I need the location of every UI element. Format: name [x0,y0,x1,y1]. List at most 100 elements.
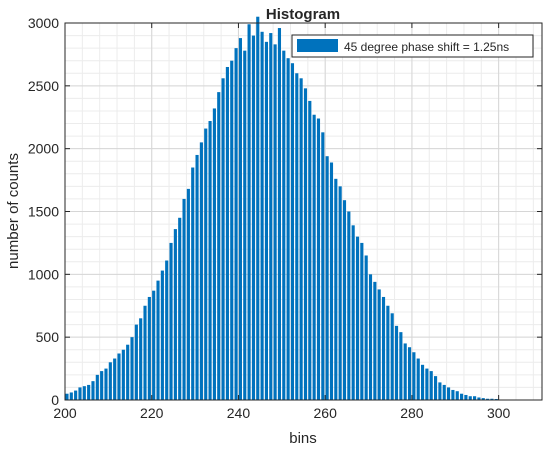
histogram-bar [381,296,386,400]
histogram-bar [455,391,459,400]
histogram-bar [360,242,364,400]
histogram-bar [477,397,481,400]
y-axis-label: number of counts [5,153,22,269]
histogram-bar [74,390,78,400]
histogram-bar [169,242,173,400]
histogram-bar [178,217,182,400]
histogram-bar [451,389,455,400]
histogram-bar [152,290,156,400]
histogram-bar [364,255,368,400]
histogram-bar [104,368,108,400]
histogram-bar [351,225,355,400]
histogram-bar [490,398,494,400]
histogram-bar [286,58,290,400]
x-tick-label: 300 [487,405,511,421]
y-tick-label: 2000 [28,141,59,157]
histogram-bar [78,387,82,400]
histogram-bar [234,48,238,401]
x-axis-ticks: 200 220 240 260 280 300 [53,23,511,421]
histogram-bar [100,371,104,400]
histogram-bar [160,270,164,400]
histogram-bar [299,78,303,400]
histogram-bar [347,211,351,400]
histogram-bar [295,73,299,401]
chart-title: Histogram [266,6,340,23]
histogram-bar [251,35,255,401]
histogram-bar [277,28,282,400]
histogram-bar [407,347,412,400]
histogram-bar [429,371,433,400]
histogram-bar [130,337,134,400]
histogram-bar [113,358,117,400]
legend-series-label: 45 degree phase shift = 1.25ns [344,40,509,54]
histogram-bar [247,24,251,401]
y-axis-ticks: 0 500 1000 1500 2000 2500 3000 [28,15,542,408]
histogram-bar [329,162,334,400]
y-tick-label: 0 [51,392,59,408]
histogram-bar [442,384,446,400]
histogram-bar [264,41,269,400]
histogram-bar [420,364,425,400]
y-tick-label: 500 [36,329,60,345]
histogram-bar [338,186,342,400]
histogram-bar [208,121,212,401]
y-tick-label: 1000 [28,266,59,282]
histogram-bar [173,229,177,400]
histogram-bar [282,50,286,400]
x-tick-label: 200 [53,405,77,421]
histogram-bar [108,362,112,400]
histogram-bar [69,392,73,400]
histogram-bar [126,344,130,400]
histogram-bar [316,118,321,401]
histogram-bar [308,100,312,400]
histogram-bar [186,188,190,400]
x-tick-label: 260 [314,405,338,421]
histogram-bar [386,305,390,400]
histogram-bar [225,66,229,400]
histogram-bar [191,167,195,400]
histogram-bar [95,374,99,400]
histogram-bar [199,142,203,400]
histogram-bars [65,16,498,401]
histogram-bar [238,38,242,400]
histogram-bar [403,343,407,400]
histogram-bar [486,398,490,400]
histogram-bar [82,386,86,400]
histogram-bar [334,178,338,400]
histogram-bar [399,332,403,400]
histogram-bar [412,352,416,400]
histogram-bar [91,381,95,400]
histogram-bar [303,88,308,400]
histogram-bar [355,236,360,400]
histogram-bar [121,349,125,400]
histogram-bar [377,289,381,400]
histogram-bar [325,156,329,400]
histogram-bar [390,313,394,400]
legend-swatch [297,39,338,52]
x-tick-label: 280 [400,405,424,421]
histogram-bar [468,396,472,400]
histogram-bar [433,376,438,400]
histogram-bar [464,394,468,400]
y-tick-label: 1500 [28,204,59,220]
histogram-bar [195,154,199,400]
histogram-bar [260,31,264,401]
histogram-bar [394,325,399,400]
histogram-bar [147,296,151,400]
legend-box [291,34,534,58]
legend: 45 degree phase shift = 1.25ns [291,34,534,58]
histogram-bar [221,78,225,400]
y-tick-label: 2500 [28,78,59,94]
histogram-bar [447,387,451,400]
histogram-bar [312,114,316,400]
histogram-bar [117,353,121,400]
histogram-bar [230,60,234,400]
x-tick-label: 220 [140,405,164,421]
histogram-bar [290,63,295,401]
histogram-bar [269,33,273,400]
histogram-bar [65,393,69,400]
x-axis-label: bins [289,430,317,447]
histogram-bar [473,396,477,400]
histogram-bar [212,108,216,400]
